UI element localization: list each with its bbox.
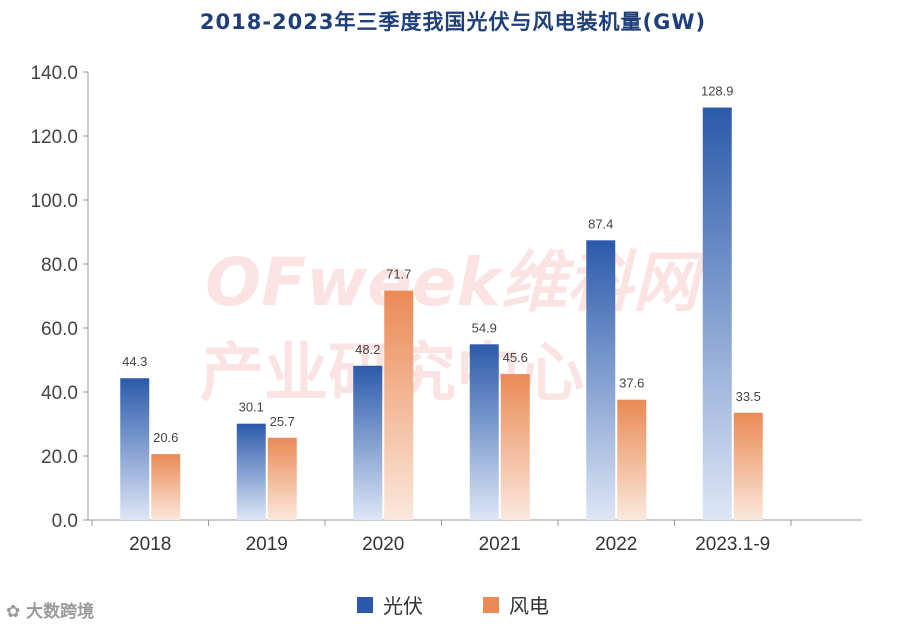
legend-swatch-wind <box>483 596 499 613</box>
data-label-wind: 71.7 <box>386 267 411 282</box>
y-tick-label: 140.0 <box>30 63 78 84</box>
legend-item-pv: 光伏 <box>357 590 423 619</box>
data-label-pv: 54.9 <box>472 320 497 335</box>
y-tick-label: 40.0 <box>41 383 78 404</box>
source-watermark: ✿ 大数跨境 <box>6 602 95 622</box>
bar-pv <box>120 378 150 520</box>
x-tick-label: 2022 <box>595 534 637 555</box>
x-tick-label: 2019 <box>246 534 288 555</box>
bar-wind <box>733 412 763 520</box>
y-tick-label: 60.0 <box>41 319 78 340</box>
data-label-wind: 37.6 <box>619 376 644 391</box>
x-tick-label: 2020 <box>362 534 404 555</box>
bar-pv <box>702 107 732 521</box>
watermark-brand: OFweek维科网 <box>205 244 708 321</box>
labels: 44.3 20.6 30.1 25.7 48.2 71.7 54.9 45.6 87.4 37.6… <box>122 84 761 446</box>
bar-wind <box>617 399 647 520</box>
legend-label-pv: 光伏 <box>383 594 423 618</box>
axes: 0.0 20.0 40.0 60.0 80.0 100.0 120.0 140.0 2018 20… <box>30 63 862 555</box>
data-label-wind: 25.7 <box>270 414 295 429</box>
chart-title: 2018-2023年三季度我国光伏与风电装机量(GW) <box>199 10 707 34</box>
legend: 光伏 风电 <box>0 590 906 619</box>
x-tick-label: 2018 <box>129 534 171 555</box>
y-tick-label: 0.0 <box>52 511 78 532</box>
data-label-pv: 87.4 <box>588 216 613 231</box>
x-tick-label: 2023.1-9 <box>695 534 770 555</box>
data-label-wind: 45.6 <box>503 350 528 365</box>
y-tick-label: 20.0 <box>41 447 78 468</box>
y-tick-label: 100.0 <box>30 191 78 212</box>
legend-item-wind: 风电 <box>483 590 549 619</box>
bar-wind <box>151 454 181 520</box>
bar-pv <box>586 240 616 520</box>
data-label-pv: 128.9 <box>701 84 734 99</box>
bar-wind <box>500 374 530 520</box>
data-label-pv: 44.3 <box>122 354 147 369</box>
bars <box>120 107 763 521</box>
bar-wind <box>384 290 414 520</box>
data-label-wind: 20.6 <box>153 430 178 445</box>
bar-pv <box>236 423 266 520</box>
x-tick-label: 2021 <box>479 534 521 555</box>
legend-label-wind: 风电 <box>509 594 549 618</box>
bar-pv <box>353 365 383 520</box>
bar-wind <box>267 437 297 520</box>
y-tick-label: 80.0 <box>41 255 78 276</box>
data-label-pv: 48.2 <box>355 342 380 357</box>
data-label-pv: 30.1 <box>239 400 264 415</box>
bar-pv <box>469 344 499 520</box>
data-label-wind: 33.5 <box>736 389 761 404</box>
legend-swatch-pv <box>357 596 373 613</box>
y-tick-label: 120.0 <box>30 127 78 148</box>
